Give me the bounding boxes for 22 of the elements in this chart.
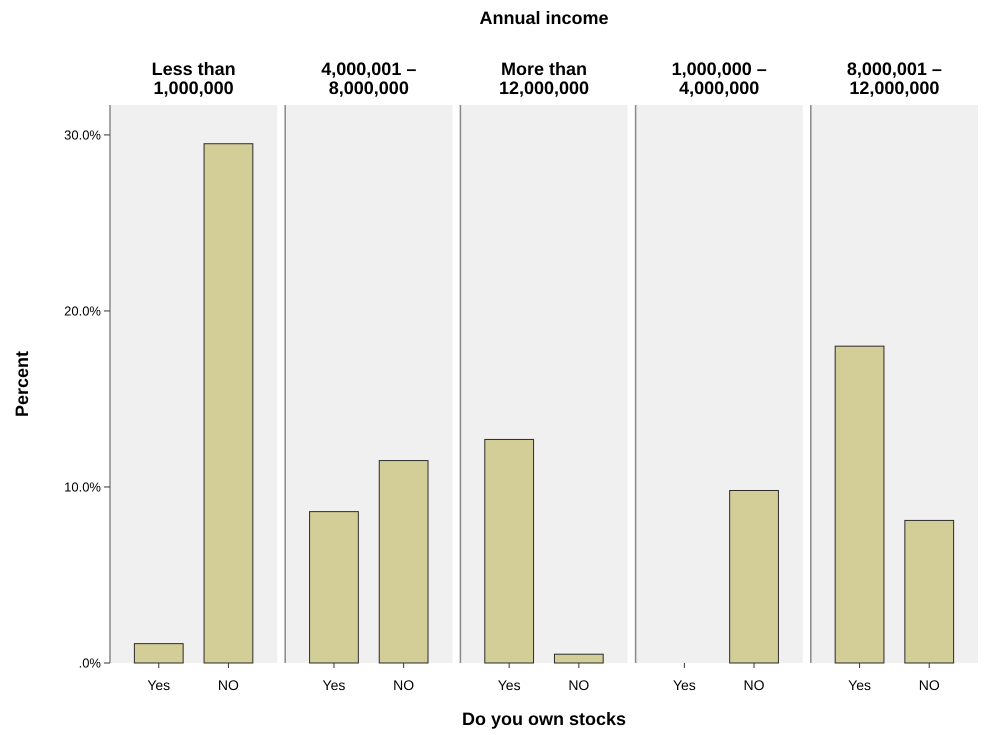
y-tick-label: 20.0% — [64, 304, 102, 318]
x-tick-label: NO — [744, 677, 765, 693]
y-tick-label: 10.0% — [64, 480, 102, 495]
y-tick-label: 30.0% — [64, 127, 102, 142]
chart-title: 4,000,001 – 8,000,000 — [321, 59, 416, 98]
x-tick-label: Yes — [147, 677, 170, 693]
text: Annual income — [479, 8, 609, 28]
x-tick-label: Yes — [322, 677, 346, 693]
y-axis-title: Percent — [12, 350, 32, 418]
x-tick-label: NO — [393, 677, 414, 693]
x-axis-title: Do you own stocks — [462, 709, 626, 729]
chart-title: 1,000,000 – 4,000,000 — [672, 59, 767, 98]
x-tick-label: NO — [568, 677, 590, 693]
x-tick-label: Yes — [498, 677, 521, 693]
x-tick-label: NO — [218, 677, 240, 693]
x-tick-label: Yes — [672, 677, 696, 693]
x-tick-label: NO — [918, 677, 940, 693]
x-tick-label: Yes — [848, 677, 871, 693]
chart-title: Less than 1,000,000 — [152, 59, 236, 98]
chart-title: 8,000,001 – 12,000,000 — [846, 59, 942, 98]
chart-title: More than 12,000,000 — [498, 59, 590, 98]
y-tick-label: .0% — [78, 656, 102, 671]
